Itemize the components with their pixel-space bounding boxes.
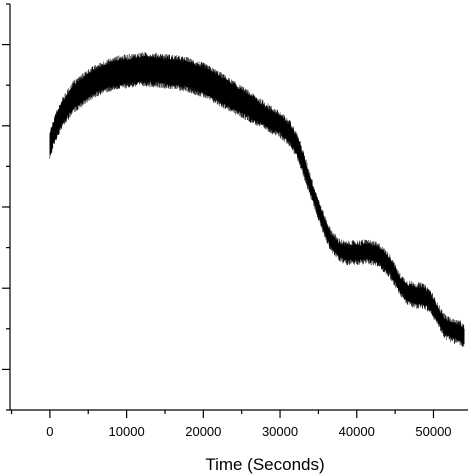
series-noise: [49, 52, 465, 347]
x-axis-title: Time (Seconds): [205, 455, 324, 474]
x-tick-label: 40000: [339, 424, 375, 439]
x-tick-label: 50000: [415, 424, 451, 439]
x-tick-label: 0: [46, 424, 53, 439]
x-tick-label: 10000: [109, 424, 145, 439]
x-axis-ticks: [10, 410, 435, 418]
x-tick-label: 20000: [185, 424, 221, 439]
x-tick-label: 30000: [262, 424, 298, 439]
y-axis-ticks: [2, 3, 10, 411]
series-layer: [49, 52, 465, 347]
x-axis-tick-labels: 0 10000 20000 30000 40000 50000: [46, 424, 451, 439]
